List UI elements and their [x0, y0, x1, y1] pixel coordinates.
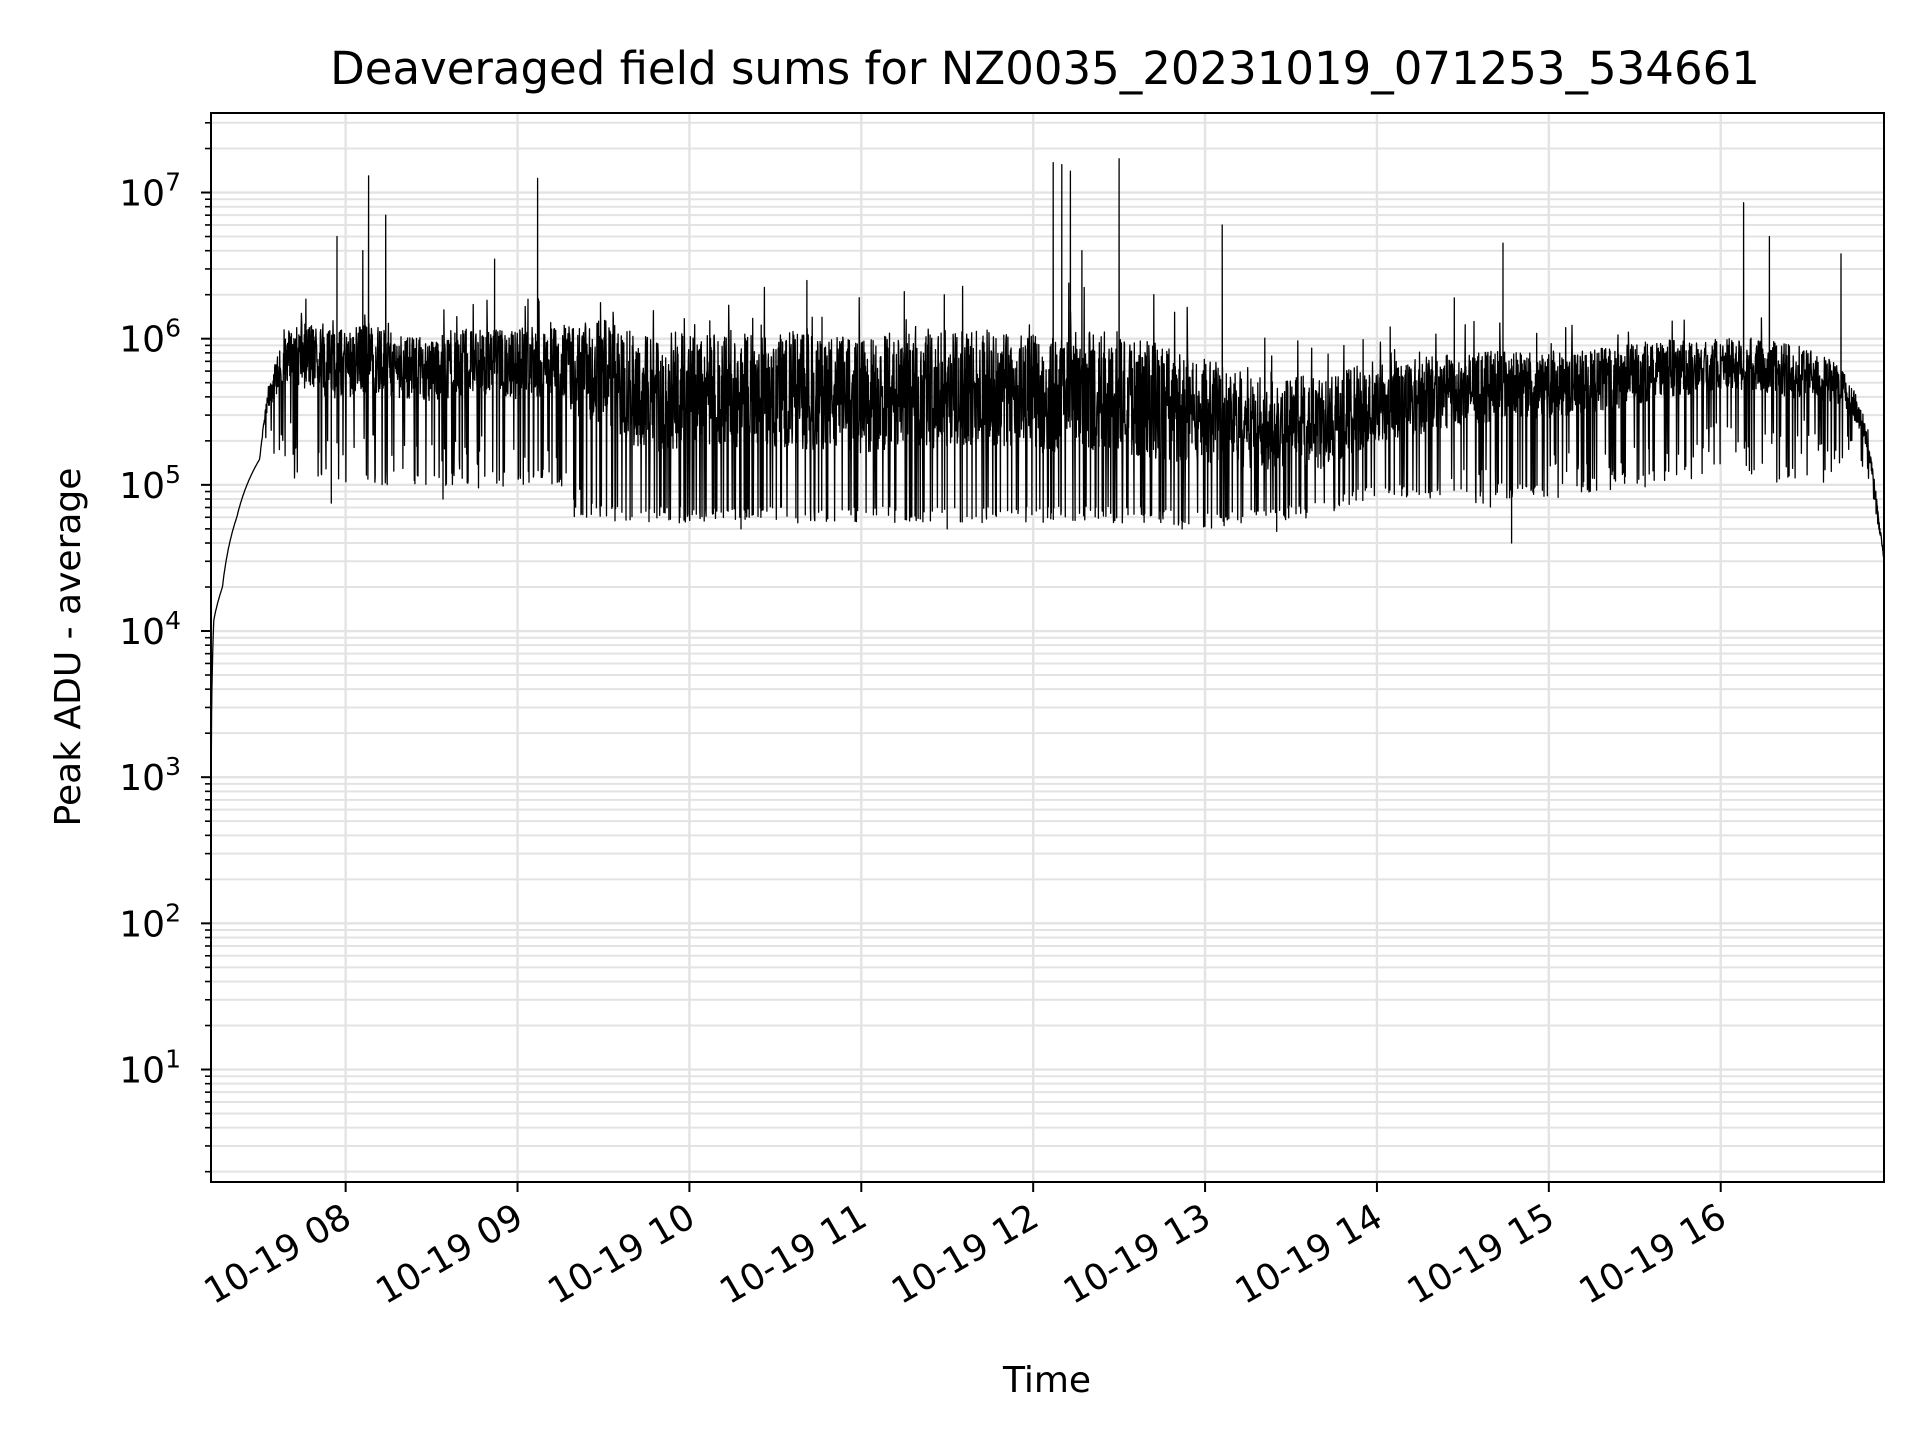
y-tick-base: 10: [119, 466, 165, 507]
y-tick-exponent: 5: [165, 460, 181, 489]
y-axis-label: Peak ADU - average: [48, 468, 89, 827]
y-tick-exponent: 7: [165, 168, 181, 197]
y-tick-base: 10: [119, 904, 165, 945]
y-tick-exponent: 4: [165, 606, 181, 635]
series-line: [210, 158, 1885, 1128]
plot-frame: [210, 112, 1885, 1183]
y-tick-label: 103: [119, 752, 181, 799]
y-tick-label: 106: [119, 314, 181, 361]
y-tick-exponent: 1: [165, 1045, 181, 1074]
y-tick-base: 10: [119, 612, 165, 653]
y-tick-base: 10: [119, 758, 165, 799]
y-tick-base: 10: [119, 174, 165, 215]
y-tick-base: 10: [119, 1051, 165, 1092]
y-tick-label: 104: [119, 606, 181, 653]
chart-title: Deaveraged field sums for NZ0035_2023101…: [330, 42, 1760, 95]
y-tick-label: 102: [119, 898, 181, 945]
y-tick-exponent: 3: [165, 752, 181, 781]
y-tick-label: 107: [119, 168, 181, 215]
y-tick-exponent: 2: [165, 898, 181, 927]
grid-layer: [211, 113, 1884, 1182]
y-tick-exponent: 6: [165, 314, 181, 343]
y-tick-base: 10: [119, 320, 165, 361]
y-tick-label: 105: [119, 460, 181, 507]
y-tick-label: 101: [119, 1045, 181, 1092]
data-layer: [210, 158, 1885, 1128]
x-axis-label: Time: [1002, 1360, 1091, 1401]
